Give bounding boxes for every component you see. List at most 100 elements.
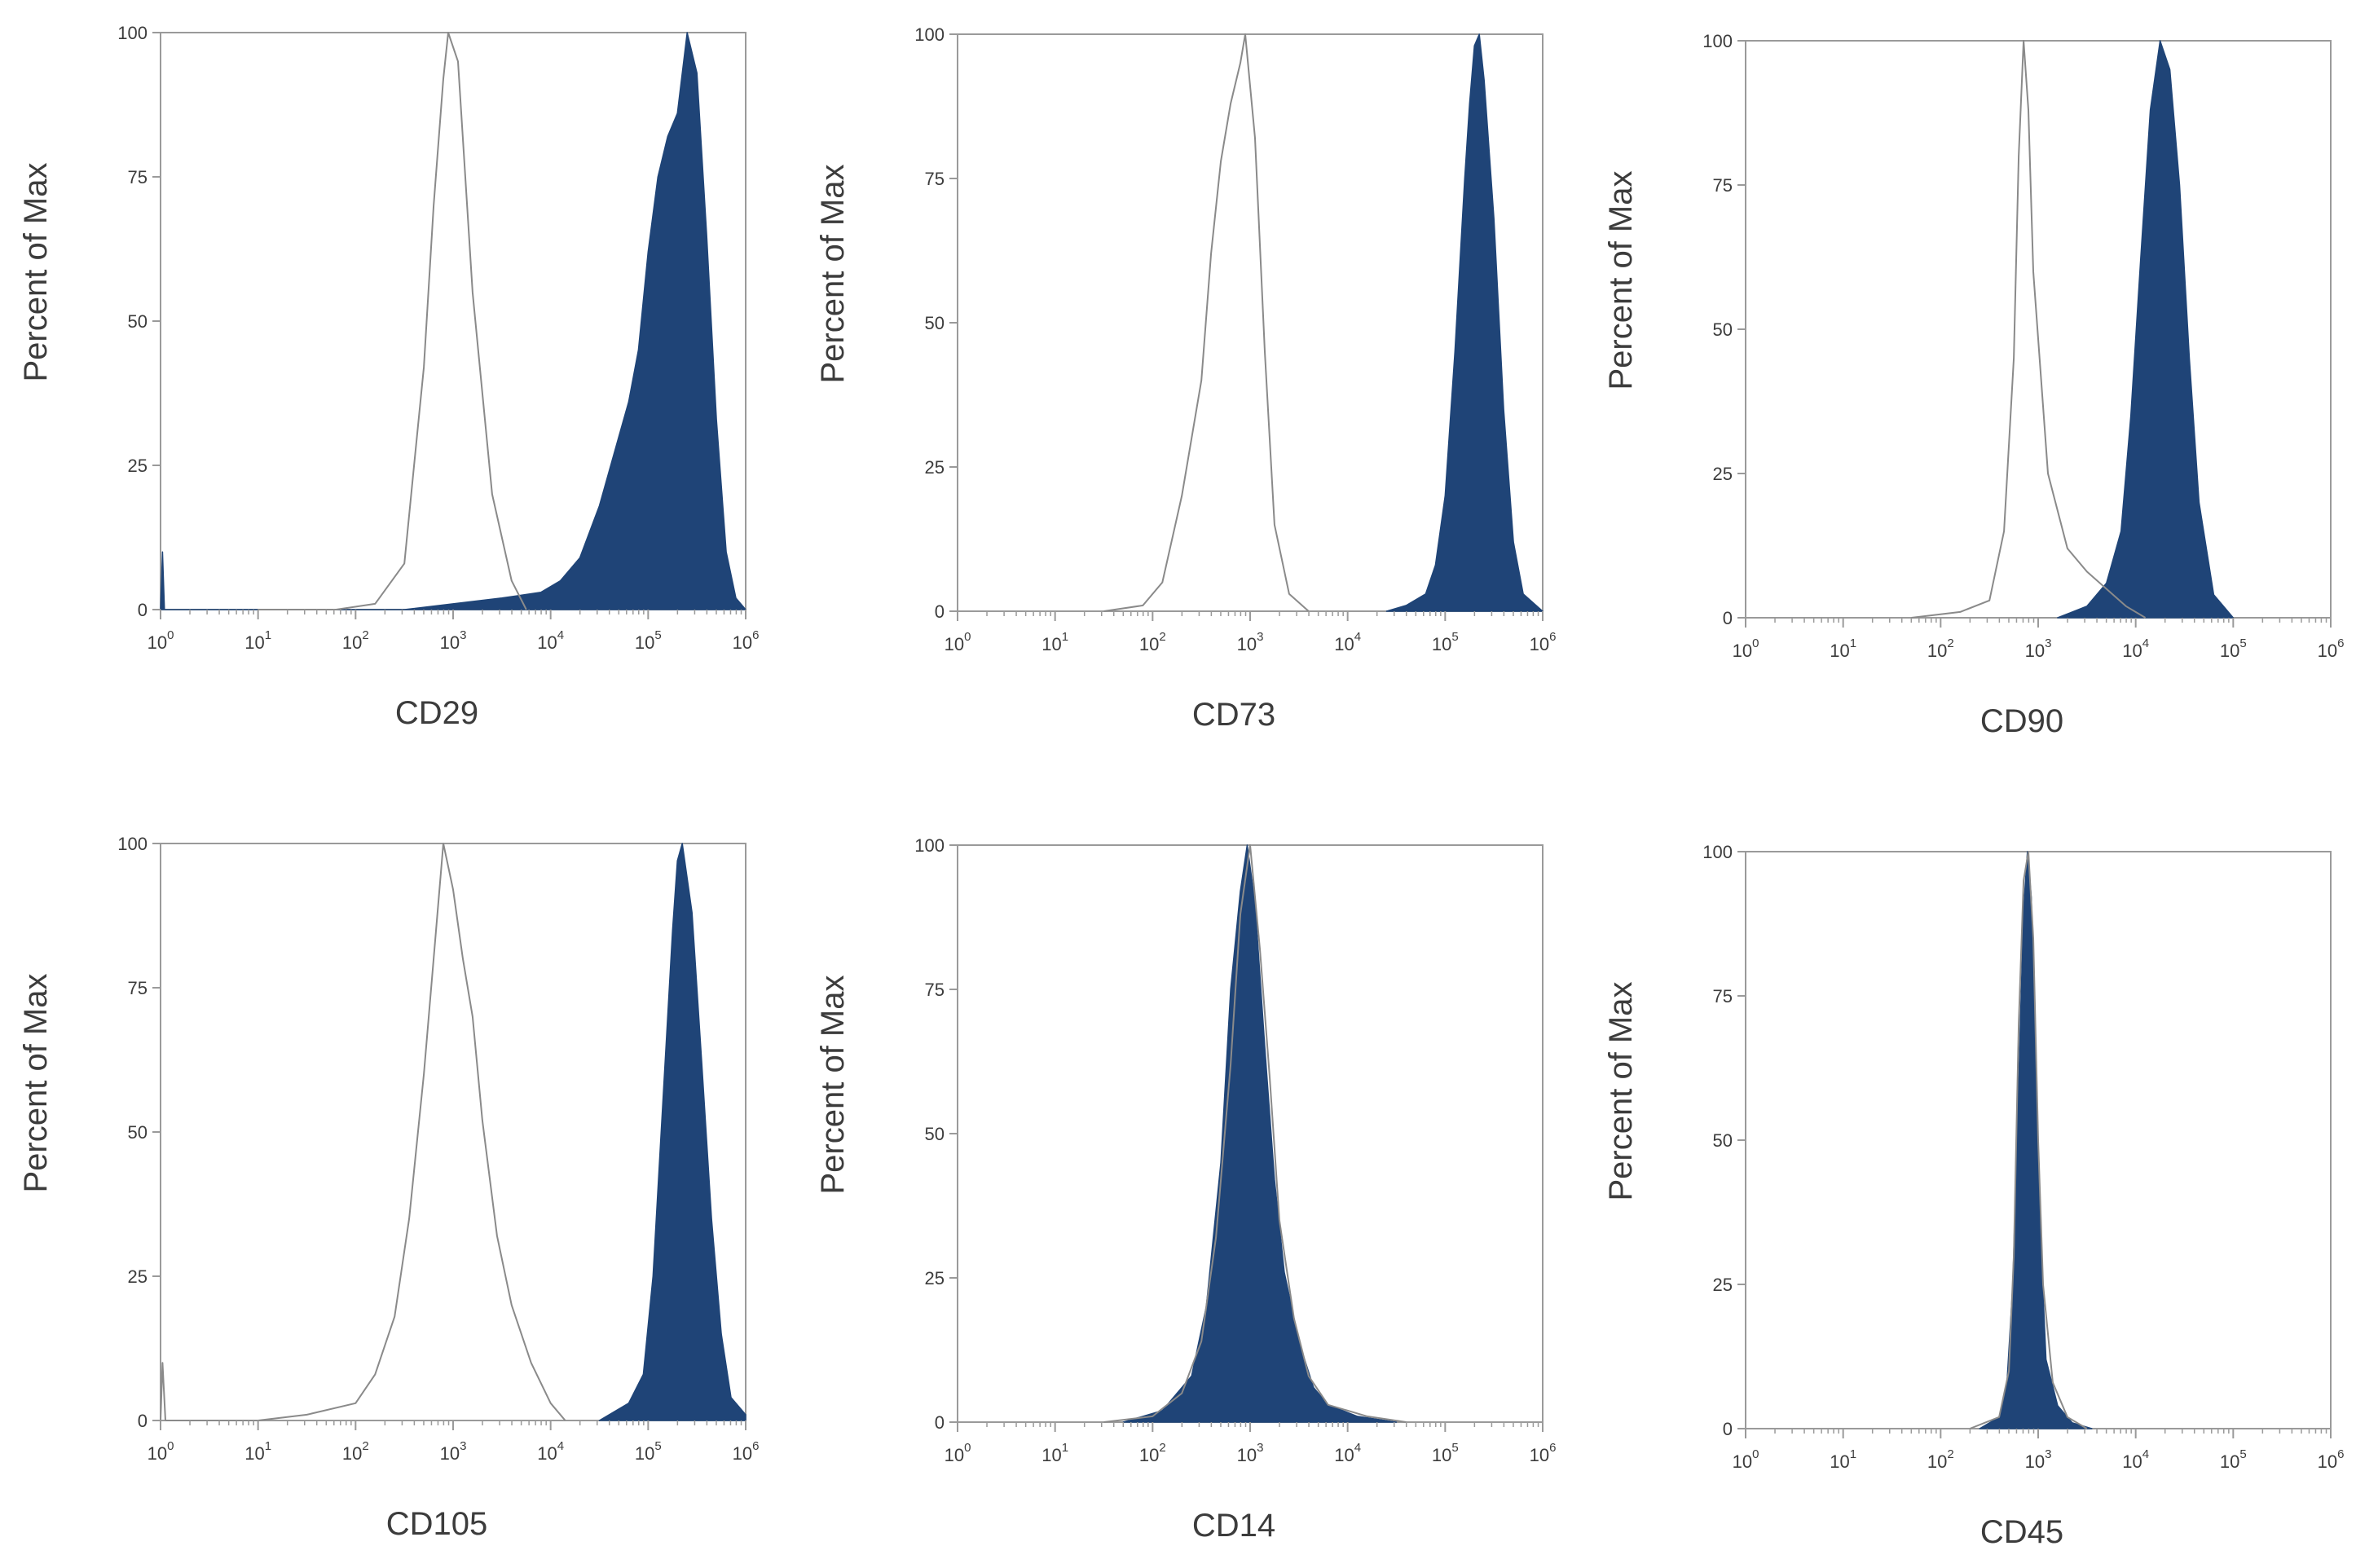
- x-tick-label: 100: [945, 630, 971, 654]
- x-tick-label: 102: [1927, 1447, 1954, 1472]
- y-tick-label: 100: [117, 834, 148, 854]
- y-tick-label: 25: [925, 457, 945, 478]
- x-tick-label: 105: [635, 1439, 662, 1464]
- x-tick-label: 106: [733, 628, 760, 653]
- y-tick-label: 0: [138, 1411, 148, 1431]
- x-tick-label: 101: [244, 1439, 271, 1464]
- y-tick-label: 25: [128, 456, 148, 476]
- y-tick-label: 75: [1713, 175, 1733, 196]
- histogram-panel-cd73: 0 25 50 75 100 100 101 102 103 104 105 106 CD73 Perce…: [815, 24, 1556, 733]
- histogram-panel-cd45: 0 25 50 75 100 100 101 102 103 104 105 106 CD45 Perce…: [1603, 842, 2344, 1550]
- y-tick-label: 50: [1713, 319, 1733, 340]
- y-tick-label: 100: [914, 24, 945, 45]
- x-tick-label: 106: [2318, 1447, 2345, 1472]
- y-tick-label: 75: [128, 167, 148, 187]
- x-tick-label: 100: [945, 1441, 971, 1465]
- x-tick-label: 106: [733, 1439, 760, 1464]
- x-tick-label: 100: [148, 628, 174, 653]
- y-axis-title: Percent of Max: [18, 973, 54, 1192]
- y-tick-label: 100: [1702, 31, 1733, 51]
- x-tick-label: 102: [1139, 1441, 1166, 1465]
- y-tick-label: 0: [935, 1412, 945, 1433]
- y-tick-label: 50: [925, 313, 945, 333]
- x-axis-title: CD105: [386, 1506, 488, 1542]
- histogram-panel-cd29: 0 25 50 75 100 100 101 102 103 104 105 106 CD29 Perce…: [18, 23, 759, 731]
- histogram-panel-cd90: 0 25 50 75 100 100 101 102 103 104 105 106 CD90 Perce…: [1603, 31, 2344, 739]
- x-axis-title: CD14: [1192, 1508, 1275, 1544]
- x-tick-label: 103: [440, 1439, 467, 1464]
- y-tick-label: 0: [1723, 608, 1733, 628]
- x-tick-label: 106: [1530, 1441, 1557, 1465]
- histogram-cd45-filled: [1979, 851, 2093, 1429]
- y-tick-label: 25: [1713, 1275, 1733, 1295]
- y-tick-label: 25: [128, 1266, 148, 1287]
- x-tick-label: 104: [1334, 1441, 1361, 1465]
- y-axis-title: Percent of Max: [1603, 981, 1639, 1200]
- histogram-isotype-outline: [1969, 851, 2088, 1429]
- y-axis-title: Percent of Max: [815, 975, 851, 1194]
- x-tick-label: 104: [1334, 630, 1361, 654]
- y-tick-label: 100: [117, 23, 148, 43]
- x-tick-label: 102: [342, 1439, 369, 1464]
- x-tick-label: 105: [1432, 1441, 1459, 1465]
- x-tick-label: 103: [1237, 630, 1264, 654]
- y-tick-label: 75: [925, 169, 945, 189]
- x-tick-label: 105: [2220, 1447, 2247, 1472]
- x-tick-label: 101: [1830, 636, 1856, 661]
- histogram-cd73-filled: [1385, 33, 1544, 612]
- y-tick-label: 75: [1713, 986, 1733, 1006]
- x-tick-label: 101: [1830, 1447, 1856, 1472]
- x-tick-label: 105: [635, 628, 662, 653]
- y-tick-label: 25: [925, 1268, 945, 1288]
- x-tick-label: 103: [1237, 1441, 1264, 1465]
- x-tick-label: 102: [1139, 630, 1166, 654]
- y-axis-title: Percent of Max: [1603, 170, 1639, 390]
- histogram-isotype-outline: [258, 32, 527, 610]
- x-tick-label: 102: [1927, 636, 1954, 661]
- y-tick-label: 50: [128, 311, 148, 332]
- x-tick-label: 103: [2025, 636, 2052, 661]
- y-tick-label: 0: [935, 601, 945, 622]
- x-axis-title: CD45: [1980, 1514, 2063, 1550]
- histogram-isotype-outline: [160, 843, 566, 1421]
- y-tick-label: 25: [1713, 464, 1733, 484]
- x-tick-label: 103: [440, 628, 467, 653]
- x-tick-label: 100: [1733, 636, 1759, 661]
- histogram-cd14-filled: [1122, 844, 1398, 1423]
- x-tick-label: 105: [2220, 636, 2247, 661]
- histogram-isotype-outline: [1103, 844, 1407, 1423]
- x-tick-label: 106: [2318, 636, 2345, 661]
- y-tick-label: 75: [925, 980, 945, 1000]
- x-tick-label: 106: [1530, 630, 1557, 654]
- histogram-panel-cd105: 0 25 50 75 100 100 101 102 103 104 105 106 CD105 Perc…: [18, 834, 759, 1542]
- y-tick-label: 0: [138, 600, 148, 620]
- y-tick-label: 50: [128, 1122, 148, 1143]
- x-tick-label: 102: [342, 628, 369, 653]
- x-tick-label: 103: [2025, 1447, 2052, 1472]
- y-axis-title: Percent of Max: [18, 162, 54, 381]
- y-tick-label: 50: [925, 1124, 945, 1144]
- x-tick-label: 104: [2122, 636, 2149, 661]
- x-tick-label: 105: [1432, 630, 1459, 654]
- histogram-cd105-filled: [598, 843, 746, 1421]
- y-tick-label: 100: [914, 835, 945, 856]
- x-tick-label: 101: [1041, 630, 1068, 654]
- y-tick-label: 75: [128, 978, 148, 998]
- x-tick-label: 101: [244, 628, 271, 653]
- histogram-cd90-filled: [2057, 40, 2235, 619]
- histogram-cd29-filled: [160, 32, 746, 610]
- x-tick-label: 104: [537, 1439, 564, 1464]
- x-tick-label: 101: [1041, 1441, 1068, 1465]
- histogram-isotype-outline: [1911, 40, 2147, 619]
- x-axis-title: CD73: [1192, 697, 1275, 733]
- histogram-panel-cd14: 0 25 50 75 100 100 101 102 103 104 105 106 CD14 Perce…: [815, 835, 1556, 1544]
- x-axis-title: CD90: [1980, 703, 2063, 739]
- y-axis-title: Percent of Max: [815, 164, 851, 383]
- x-axis-title: CD29: [395, 695, 478, 731]
- x-tick-label: 104: [2122, 1447, 2149, 1472]
- x-tick-label: 100: [148, 1439, 174, 1464]
- x-tick-label: 104: [537, 628, 564, 653]
- x-tick-label: 100: [1733, 1447, 1759, 1472]
- y-tick-label: 0: [1723, 1419, 1733, 1439]
